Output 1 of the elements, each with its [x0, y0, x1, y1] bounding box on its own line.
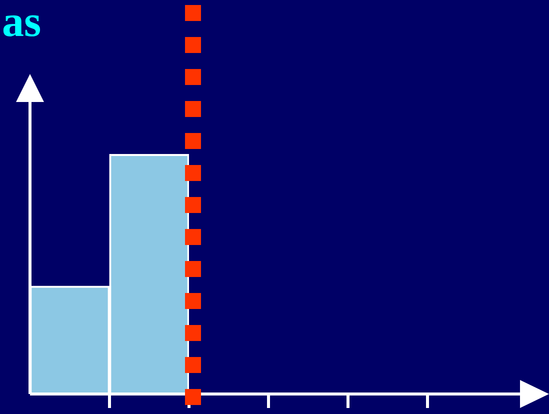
chart-title: as [2, 0, 42, 47]
